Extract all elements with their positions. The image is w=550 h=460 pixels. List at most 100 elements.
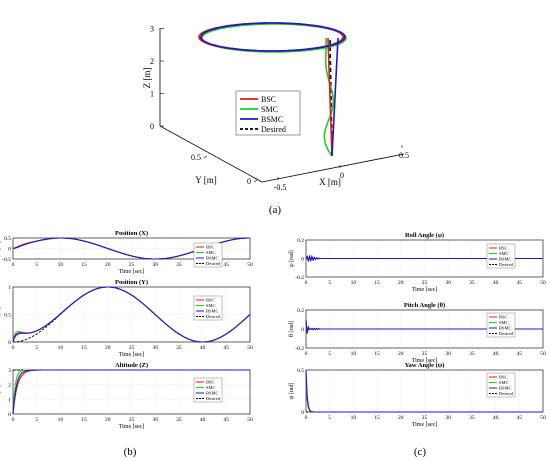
legend-label-bsmc: BSMC xyxy=(261,115,283,124)
y-axis-label: Y [m] xyxy=(0,307,2,321)
x-tick-label: 40 xyxy=(200,417,206,423)
x-tick-label: 50 xyxy=(247,345,253,351)
x-tick-label: 0.5 xyxy=(399,151,409,160)
series-bsmc xyxy=(12,286,251,343)
legend-label-desired: Desired xyxy=(499,391,514,396)
x-axis-label: X [m] xyxy=(319,177,341,187)
legend-label-desired: Desired xyxy=(206,396,221,401)
x-tick-label: 45 xyxy=(517,415,523,421)
legend-label-desired: Desired xyxy=(206,314,221,319)
x-axis-label: Time [sec] xyxy=(412,422,438,428)
y-tick-label: 0 xyxy=(8,340,11,346)
legend-label-bsmc: BSMC xyxy=(206,309,219,314)
legend-label-bsmc: BSMC xyxy=(499,257,512,262)
x-tick-label: 35 xyxy=(469,280,475,286)
legend-label-bsc: BSC xyxy=(206,298,215,303)
trajectory-climb-bsmc xyxy=(331,37,339,157)
x-tick-label: 25 xyxy=(422,415,428,421)
x-tick-label: 0 xyxy=(12,417,15,423)
x-tick-label: 5 xyxy=(328,415,331,421)
y-tick-label: -0.2 xyxy=(295,346,304,352)
x-tick-label: 10 xyxy=(351,280,357,286)
x-tick-label: 30 xyxy=(445,280,451,286)
trajectory-circle-bsmc xyxy=(200,22,346,52)
y-tick-label: 0.2 xyxy=(297,308,304,314)
legend-label-smc: SMC xyxy=(499,251,509,256)
x-tick-label: 10 xyxy=(58,417,64,423)
legend-label-bsc: BSC xyxy=(261,95,276,104)
y-tick-label: 0.5 xyxy=(297,368,304,374)
x-tick-label: 45 xyxy=(224,345,230,351)
x-tick-label: 0 xyxy=(12,262,15,268)
y-tick-label: 0.2 xyxy=(297,238,304,244)
x-tick-label: 0 xyxy=(305,415,308,421)
x-tick-label: 0 xyxy=(340,171,344,180)
position-x-plot: Position (X)051015202530354045500.50-0.5… xyxy=(0,230,253,275)
legend-label-bsc: BSC xyxy=(499,246,508,251)
z-tick-label: 0 xyxy=(150,122,154,131)
x-tick-label: 20 xyxy=(105,345,111,351)
subplot-title: Position (Y) xyxy=(115,279,148,286)
x-axis-line xyxy=(261,153,405,183)
x-tick-label: 15 xyxy=(374,415,380,421)
x-tick-label: 35 xyxy=(176,262,182,268)
legend-label-bsmc: BSMC xyxy=(499,326,512,331)
z-tick-label: 1 xyxy=(150,90,154,99)
x-tick-label: 5 xyxy=(35,345,38,351)
y-tick-label: 0 xyxy=(301,410,304,416)
y-tick-label: 0.5 xyxy=(4,236,11,242)
x-tick-label: 40 xyxy=(200,345,206,351)
x-tick-label: 15 xyxy=(374,351,380,357)
x-tick-label: 30 xyxy=(445,415,451,421)
y-tick-label: 0 xyxy=(301,257,304,263)
x-tick-label: 45 xyxy=(224,262,230,268)
y-tick-label: 0.5 xyxy=(191,153,201,162)
y-tick-label: 0.5 xyxy=(4,313,11,319)
subplot-title: Pitch Angle (θ) xyxy=(404,302,445,309)
y-axis-label: φ [rad] xyxy=(289,250,295,267)
x-tick-label: 50 xyxy=(540,280,546,286)
x-tick-label: 40 xyxy=(493,280,499,286)
y-tick-label: 1 xyxy=(8,285,11,291)
legend-label-smc: SMC xyxy=(261,105,278,114)
subplot-title: Altitude (Z) xyxy=(115,362,148,369)
yaw-angle-plot: Yaw Angle (ψ) 0 5 10 15 20 25 30 35 40 45 50 0.5 0 Tim… xyxy=(289,362,546,428)
legend-label-bsc: BSC xyxy=(206,380,215,385)
x-tick-label: 45 xyxy=(224,417,230,423)
legend-label-desired: Desired xyxy=(206,261,221,266)
position-y-plot: Position (Y) 0 5 10 15 20 25 30 35 40 45 50 1 0.5 0 Tim… xyxy=(0,279,253,358)
x-tick-label: 50 xyxy=(540,415,546,421)
x-tick-label: 25 xyxy=(129,417,135,423)
x-tick-label: 30 xyxy=(152,417,158,423)
y-tick-label: 0 xyxy=(8,247,11,253)
trajectory-climb-desired xyxy=(329,38,333,156)
y-axis-label: X [m] xyxy=(0,385,2,400)
y-axis-line xyxy=(159,125,263,183)
legend-label-bsc: BSC xyxy=(499,315,508,320)
x-tick-label: 5 xyxy=(35,262,38,268)
y-tick xyxy=(203,155,208,159)
legend-label-bsmc: BSMC xyxy=(206,391,219,396)
y-tick-label: 0 xyxy=(301,327,304,333)
subplot-title: Roll Angle (φ) xyxy=(405,232,444,239)
z-tick-label: 2 xyxy=(150,57,154,66)
x-tick-label: 50 xyxy=(247,262,253,268)
roll-angle-plot: Roll Angle (φ)0 5 10 15 20 25 30 35 40 45 500.20-0… xyxy=(289,232,546,293)
x-tick-label: 30 xyxy=(152,262,158,268)
legend-label-smc: SMC xyxy=(206,303,216,308)
x-tick-label: 25 xyxy=(129,345,135,351)
x-tick-label: 0 xyxy=(12,345,15,351)
x-axis-label: Time [sec] xyxy=(119,352,145,358)
x-tick-label: 35 xyxy=(469,351,475,357)
trajectory-climb-smc xyxy=(323,37,335,157)
trajectory-3d-plot: 0 1 2 3 Z [m] 0 0.5 Y [m] -0.5 0 0.5 X [m] BSCSMCBSM… xyxy=(142,22,409,192)
subplot-title: Yaw Angle (ψ) xyxy=(405,362,445,369)
legend-label-desired: Desired xyxy=(499,331,514,336)
x-tick-label: 10 xyxy=(351,415,357,421)
x-tick-label: 20 xyxy=(398,280,404,286)
x-tick-label: 15 xyxy=(81,417,87,423)
x-tick-label: 25 xyxy=(422,351,428,357)
